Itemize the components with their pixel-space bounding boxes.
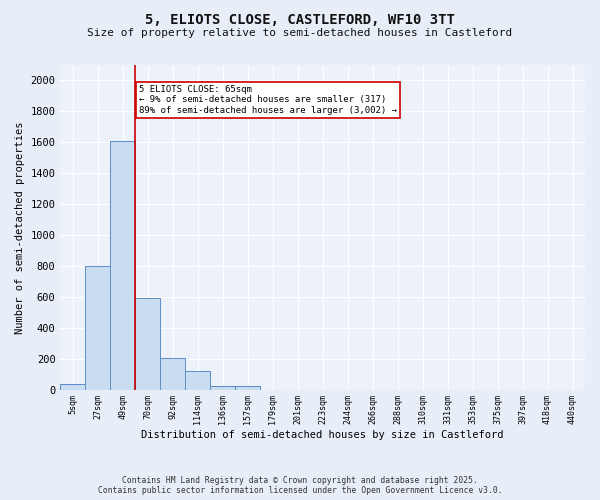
Bar [110, 140, 136, 390]
Text: Size of property relative to semi-detached houses in Castleford: Size of property relative to semi-detach… [88, 28, 512, 38]
X-axis label: Distribution of semi-detached houses by size in Castleford: Distribution of semi-detached houses by … [142, 430, 504, 440]
Y-axis label: Number of semi-detached properties: Number of semi-detached properties [15, 121, 25, 334]
Bar [185, 371, 210, 390]
Bar [210, 386, 235, 390]
Bar [85, 266, 110, 390]
Text: 5, ELIOTS CLOSE, CASTLEFORD, WF10 3TT: 5, ELIOTS CLOSE, CASTLEFORD, WF10 3TT [145, 12, 455, 26]
Bar [61, 384, 85, 390]
Text: Contains HM Land Registry data © Crown copyright and database right 2025.
Contai: Contains HM Land Registry data © Crown c… [98, 476, 502, 495]
Bar [235, 386, 260, 390]
Bar [136, 298, 160, 390]
Bar [160, 358, 185, 390]
Text: 5 ELIOTS CLOSE: 65sqm
← 9% of semi-detached houses are smaller (317)
89% of semi: 5 ELIOTS CLOSE: 65sqm ← 9% of semi-detac… [139, 85, 397, 115]
